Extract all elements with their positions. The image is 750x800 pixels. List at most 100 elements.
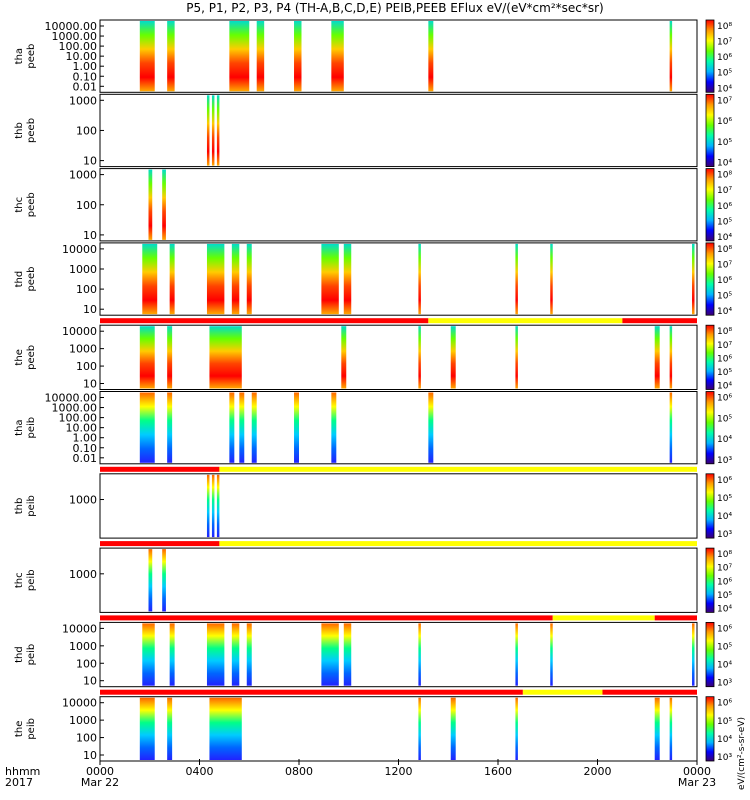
xaxis-row-label-hhmm: hhmm — [5, 765, 40, 778]
tha-peib-data-strip-6 — [331, 392, 337, 463]
thd-peib-ytick-label-2: 100 — [76, 657, 97, 670]
thb-peib-cbar-tick-1: 10⁵ — [717, 494, 732, 504]
thb-peib-mode-segment-1 — [219, 466, 697, 472]
tha-peib-data-strip-5 — [294, 392, 299, 463]
tha-peeb-data-strip-6 — [428, 21, 434, 92]
thd-peib-colorbar — [705, 622, 715, 688]
the-peib-data-strip-0 — [139, 697, 155, 760]
tha-peib-cbar-tick-1: 10⁵ — [717, 414, 732, 424]
tha-peib-inst-label: peib — [26, 417, 37, 439]
tha-peib-cbar-tick-2: 10⁴ — [717, 435, 732, 445]
tha-peeb-cbar-tick-4: 10⁴ — [717, 84, 732, 94]
thd-peeb-cbar-tick-2: 10⁶ — [717, 276, 732, 286]
the-peeb-data-strip-0 — [139, 326, 155, 389]
thd-peib-cbar-tick-3: 10³ — [717, 679, 732, 689]
thd-peeb-cbar-tick-4: 10⁴ — [717, 307, 732, 317]
thd-peib-mode-segment-2 — [654, 615, 697, 621]
thc-peib-plot-frame — [99, 547, 698, 613]
the-peib-data-strip-2 — [209, 697, 242, 760]
the-peib-data-strip-5 — [515, 697, 518, 760]
the-peeb-cbar-tick-2: 10⁶ — [717, 354, 732, 364]
thc-peib-cbar-tick-0: 10⁸ — [717, 550, 732, 560]
thd-peib-cbar-tick-2: 10⁴ — [717, 661, 732, 671]
thc-peib-cbar-tick-1: 10⁷ — [717, 564, 732, 574]
the-peeb-data-strip-4 — [418, 326, 421, 389]
thc-peeb-inst-label: peeb — [26, 192, 37, 217]
xtick-label-3: 1200 — [385, 765, 413, 778]
the-peeb-cbar-tick-1: 10⁷ — [717, 341, 732, 351]
thd-peeb-probe-label: thd — [14, 271, 25, 288]
thd-peeb-data-strip-8 — [515, 243, 518, 315]
the-peeb-data-strip-6 — [515, 326, 518, 389]
tha-peeb-ytick-label-4: 1.00 — [73, 60, 98, 73]
thb-peeb-data-strip-1 — [211, 95, 215, 166]
thd-peib-plot-frame — [99, 621, 698, 688]
thd-peeb-ytick-label-1: 1000 — [69, 263, 97, 276]
thc-peib-data-strip-0 — [148, 549, 153, 612]
tha-peib-cbar-tick-0: 10⁶ — [717, 394, 732, 404]
the-peeb-cbar-tick-0: 10⁸ — [717, 327, 732, 337]
thc-peeb-cbar-tick-0: 10⁸ — [717, 171, 732, 181]
thc-peeb-cbar-tick-4: 10⁴ — [717, 233, 732, 243]
thb-peib-inst-label: peib — [26, 495, 37, 517]
xtick-label-5: 2000 — [584, 765, 612, 778]
thb-peeb-cbar-tick-0: 10⁷ — [717, 96, 732, 106]
tha-peeb-cbar-tick-0: 10⁸ — [717, 22, 732, 32]
thc-peeb-ytick-label-1: 100 — [76, 199, 97, 212]
thb-peeb-colorbar — [705, 93, 715, 168]
the-peib-ytick-label-1: 1000 — [69, 714, 97, 727]
tha-peib-data-strip-8 — [669, 392, 673, 463]
thd-peeb-data-strip-1 — [169, 243, 175, 315]
thd-peib-ytick-label-3: 10 — [83, 675, 97, 688]
thd-peeb-data-strip-7 — [418, 243, 421, 315]
the-peeb-ytick-label-0: 10000 — [62, 325, 97, 338]
thd-peeb-ytick-label-2: 100 — [76, 283, 97, 296]
tha-peib-data-strip-1 — [167, 392, 173, 463]
tha-peib-ytick-label-5: 0.10 — [73, 442, 98, 455]
the-peeb-data-strip-2 — [209, 326, 242, 389]
thc-peib-mode-segment-1 — [219, 541, 697, 547]
thd-peib-cbar-tick-1: 10⁵ — [717, 643, 732, 653]
the-peib-ytick-label-0: 10000 — [62, 697, 97, 710]
the-peib-data-strip-4 — [450, 697, 456, 760]
tha-peib-data-strip-3 — [239, 392, 245, 463]
thc-peeb-data-strip-0 — [148, 169, 153, 240]
the-peib-mode-segment-1 — [522, 689, 603, 695]
thc-peib-cbar-tick-3: 10⁵ — [717, 591, 732, 601]
thc-peib-inst-label: peib — [26, 569, 37, 591]
tha-peib-ytick-label-6: 0.01 — [73, 452, 98, 465]
thb-peib-probe-label: thb — [14, 498, 25, 515]
the-peib-cbar-tick-3: 10³ — [717, 753, 732, 763]
thb-peeb-probe-label: thb — [14, 122, 25, 139]
thd-peib-ytick-label-1: 1000 — [69, 640, 97, 653]
tha-peeb-ytick-label-3: 10.00 — [66, 50, 98, 63]
thd-peeb-data-strip-10 — [692, 243, 695, 315]
xtick-label-1: 0400 — [186, 765, 214, 778]
the-peib-colorbar — [705, 696, 715, 762]
thd-peeb-ytick-label-0: 10000 — [62, 243, 97, 256]
tha-peeb-data-strip-2 — [229, 21, 250, 92]
the-peib-mode-segment-0 — [100, 689, 523, 695]
panel-thd-peib: thd peib 10000 1000 100 10 10⁶ 10⁵ 10⁴ 10³ — [14, 615, 732, 689]
thd-peeb-cbar-tick-0: 10⁸ — [717, 245, 732, 255]
chart-title: P5, P1, P2, P3, P4 (TH-A,B,C,D,E) PEIB,P… — [186, 1, 603, 15]
tha-peib-data-strip-7 — [428, 392, 434, 463]
tha-peib-cbar-tick-3: 10³ — [717, 456, 732, 466]
tha-peeb-data-strip-4 — [294, 21, 302, 92]
thc-peeb-ytick-label-2: 10 — [83, 229, 97, 242]
thd-peeb-data-strip-2 — [206, 243, 225, 315]
tha-peib-ytick-label-4: 1.00 — [73, 432, 98, 445]
thd-peib-data-strip-8 — [515, 623, 518, 686]
thd-peib-data-strip-1 — [169, 623, 175, 686]
the-peib-mode-segment-2 — [602, 689, 697, 695]
tha-peeb-ytick-label-6: 0.01 — [73, 80, 98, 93]
tha-peib-data-strip-0 — [139, 392, 155, 463]
thb-peeb-ytick-label-2: 10 — [83, 155, 97, 168]
tha-peib-ytick-label-1: 1000.00 — [52, 402, 98, 415]
thc-peib-mode-segment-0 — [100, 541, 220, 547]
panel-thb-peeb: thb peeb 1000 100 10 10⁷ 10⁶ 10⁵ 10⁴ — [14, 93, 732, 169]
the-peeb-data-strip-1 — [167, 326, 173, 389]
thd-peeb-plot-frame — [99, 242, 698, 316]
thb-peib-data-strip-0 — [206, 474, 210, 538]
